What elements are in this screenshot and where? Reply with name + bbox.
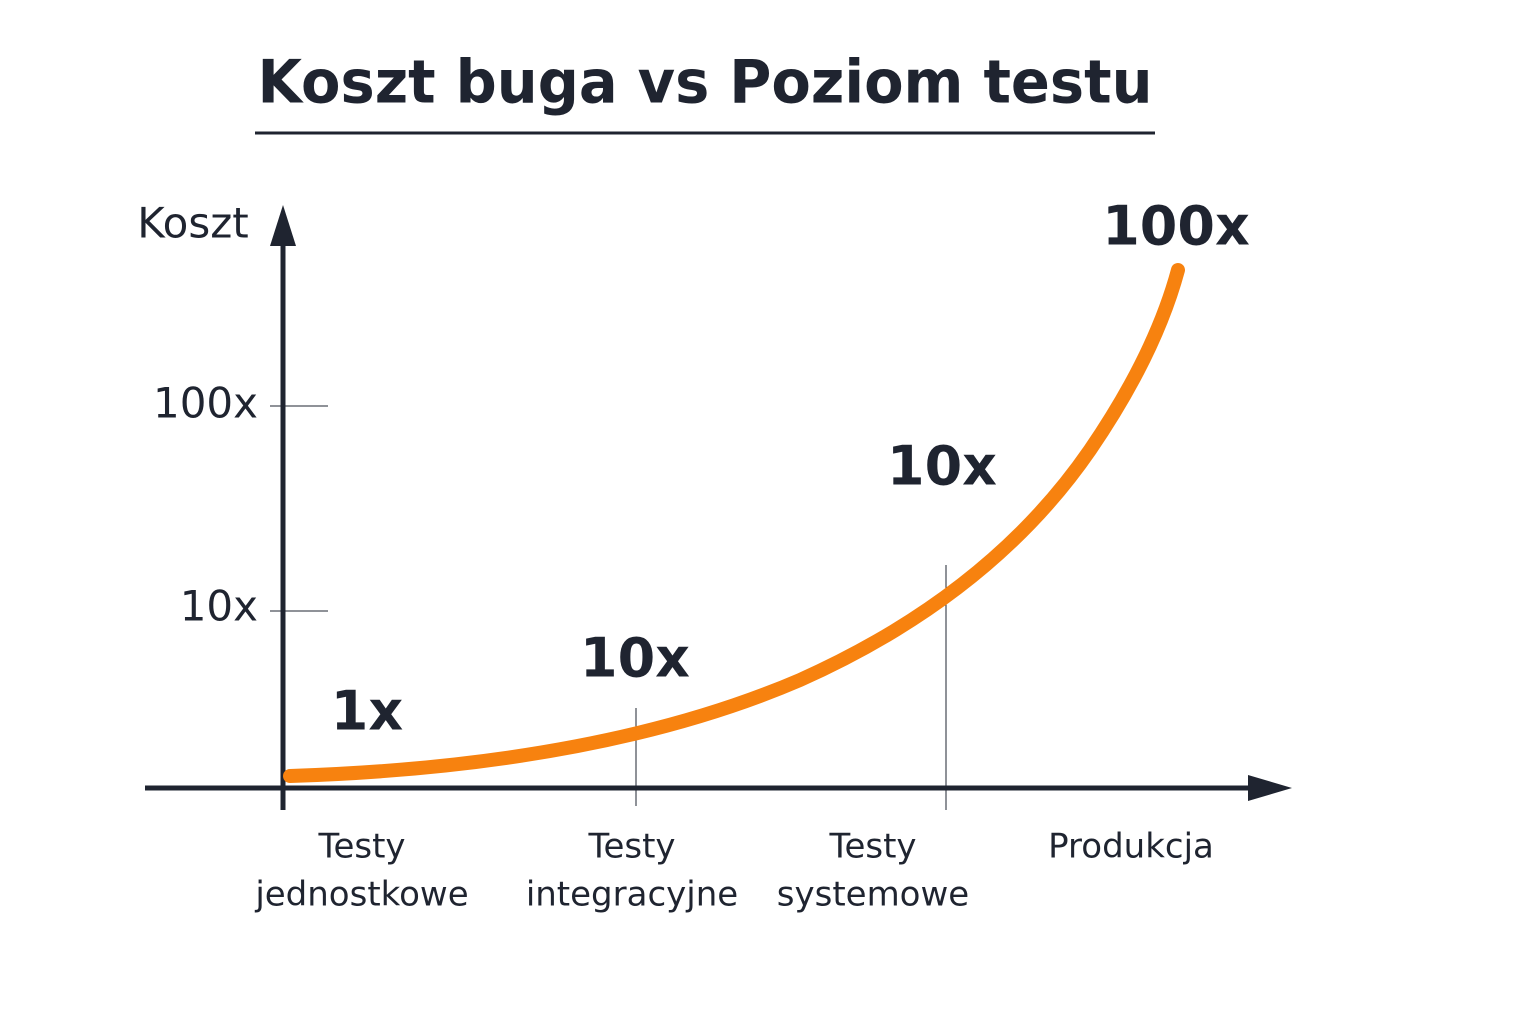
point-label: 10x [580, 627, 690, 690]
point-label: 100x [1102, 195, 1250, 258]
x-category-label: integracyjne [526, 875, 738, 915]
x-category-label: systemowe [777, 875, 969, 915]
cost-curve [283, 263, 1185, 783]
x-category-label: Produkcja [1048, 827, 1214, 867]
y-tick-label: 10x [180, 582, 258, 631]
x-category-label: jednostkowe [254, 875, 468, 915]
point-label: 10x [887, 435, 997, 498]
x-category-label: Testy [317, 827, 405, 867]
x-category-label: Testy [587, 827, 675, 867]
point-label: 1x [331, 680, 404, 743]
y-tick-label: 100x [153, 379, 258, 428]
y-axis-label: Koszt [137, 199, 249, 248]
x-axis-arrow [1248, 775, 1292, 801]
y-axis-arrow [270, 205, 296, 246]
x-category-label: Testy [828, 827, 916, 867]
title: Koszt buga vs Poziom testu [258, 48, 1153, 118]
